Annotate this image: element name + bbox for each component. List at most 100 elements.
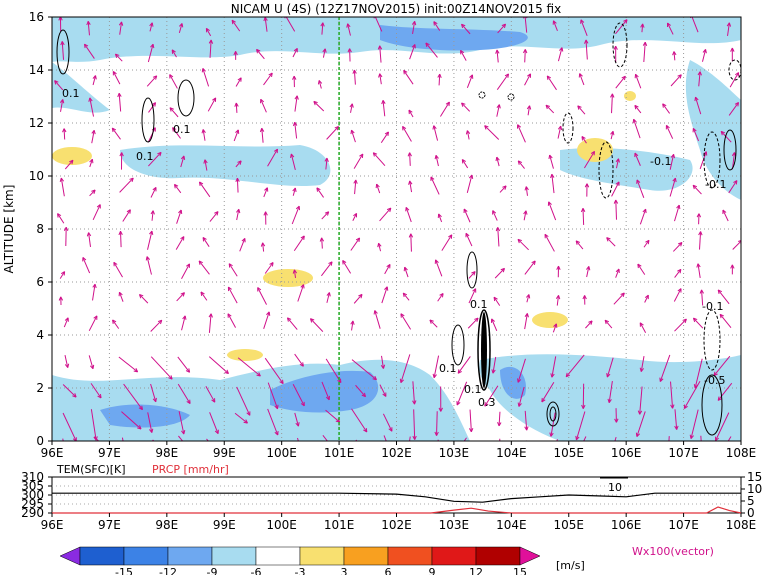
wind-vector	[290, 153, 296, 171]
wind-vector	[643, 239, 650, 248]
shade-pos-4	[577, 138, 613, 162]
wind-vector	[297, 284, 305, 302]
wind-vector	[292, 121, 298, 139]
wind-vector	[575, 411, 586, 441]
wind-vector	[408, 180, 413, 193]
wind-vector	[670, 381, 675, 409]
shade-neg-right-dark	[500, 366, 526, 399]
wind-vector	[198, 260, 210, 275]
contour-label: -0.1	[650, 155, 671, 168]
wind-vector	[380, 131, 389, 144]
colorbar-tick-label: -6	[251, 566, 262, 575]
contour-label: 0.1	[470, 298, 488, 311]
wind-vector	[698, 231, 703, 250]
contour	[549, 406, 557, 422]
wind-vector	[235, 77, 242, 87]
wind-vector	[517, 358, 526, 383]
wind-vector	[227, 286, 238, 304]
shade-pos-2	[263, 269, 313, 287]
wind-vector	[495, 227, 501, 247]
wind-vector	[91, 129, 96, 144]
wind-vector	[524, 186, 529, 196]
colorbar-box	[211, 546, 257, 566]
wind-vector	[181, 315, 187, 331]
shade-neg-low-dark2	[100, 404, 190, 428]
wind-vector	[399, 354, 411, 384]
wind-vector	[264, 357, 284, 385]
y-tick-label: 10	[29, 169, 44, 183]
wind-vector	[62, 384, 77, 398]
wind-vector	[201, 68, 210, 87]
contour	[507, 93, 515, 101]
wind-vector	[584, 183, 590, 197]
contour	[703, 309, 721, 371]
shade-neg-top2	[52, 62, 110, 113]
wind-vector	[613, 45, 618, 63]
y-tick-label: 16	[29, 10, 44, 24]
wind-vector	[640, 23, 645, 33]
wind-vector	[176, 292, 185, 302]
wind-vector	[260, 242, 266, 252]
surface-panel: TEM(SFC)[K] PRCP [mm/hr] 10 310305300295…	[21, 463, 762, 532]
wind-vector	[526, 105, 532, 116]
wind-vector	[613, 199, 619, 220]
wind-vector	[380, 355, 386, 369]
wind-vector	[548, 154, 554, 169]
wind-vector	[668, 436, 670, 441]
wind-vector	[381, 286, 389, 304]
wind-vector	[495, 156, 500, 167]
colorbar-box	[123, 546, 169, 566]
wind-vector	[728, 101, 740, 116]
wind-vector	[615, 75, 626, 89]
chart-title: NICAM U (4S) (12Z17NOV2015) init:00Z14NO…	[231, 2, 561, 16]
tem-label: TEM(SFC)[K]	[56, 463, 126, 476]
wind-vector	[235, 177, 240, 193]
wind-vector	[432, 125, 439, 141]
surface-grid	[52, 485, 741, 505]
x-tick-label: 108E	[726, 518, 757, 532]
wind-vector	[353, 153, 364, 169]
wind-vector	[674, 409, 679, 430]
x-tick-label: 101E	[324, 446, 355, 460]
wind-vector	[346, 23, 351, 36]
x-tick-label: 98E	[155, 446, 178, 460]
x-tick-label: 102E	[381, 518, 412, 532]
wind-vector	[111, 127, 121, 140]
colorbar-box	[387, 546, 433, 566]
wind-vector	[524, 260, 536, 275]
wind-vector	[322, 435, 328, 441]
wind-vector	[260, 98, 267, 113]
wind-vector	[717, 382, 733, 401]
colorbar-tick-label: -12	[159, 566, 177, 575]
wind-vector	[353, 179, 358, 195]
wind-vector	[263, 17, 268, 32]
shade-neg-low-dark	[270, 370, 379, 413]
wind-vector	[607, 380, 613, 403]
wind-vector	[715, 412, 730, 441]
y-tick-label: 4	[36, 328, 44, 342]
wind-vector	[375, 183, 381, 194]
wind-vector	[294, 95, 299, 112]
wind-vector	[555, 295, 561, 306]
wind-vector	[353, 293, 363, 304]
wind-vector	[580, 19, 588, 36]
wind-vector	[259, 127, 265, 143]
wind-vector	[147, 412, 154, 433]
wind-vector	[119, 177, 134, 193]
wind-vector	[456, 381, 468, 406]
wind-vector	[60, 41, 65, 60]
wind-vector	[64, 354, 70, 368]
wind-vector	[584, 39, 589, 60]
shade-pos-3	[227, 349, 263, 361]
colorbar-arrow-right	[519, 546, 541, 566]
wind-vector	[550, 173, 555, 194]
wind-vector	[457, 356, 471, 374]
wind-vector	[297, 437, 299, 441]
wind-vector	[352, 212, 358, 221]
x-tick-label: 103E	[439, 446, 470, 460]
wind-vector	[113, 261, 123, 278]
wind-vector	[730, 264, 735, 275]
wind-vector	[292, 75, 297, 88]
wind-vector	[114, 53, 123, 62]
